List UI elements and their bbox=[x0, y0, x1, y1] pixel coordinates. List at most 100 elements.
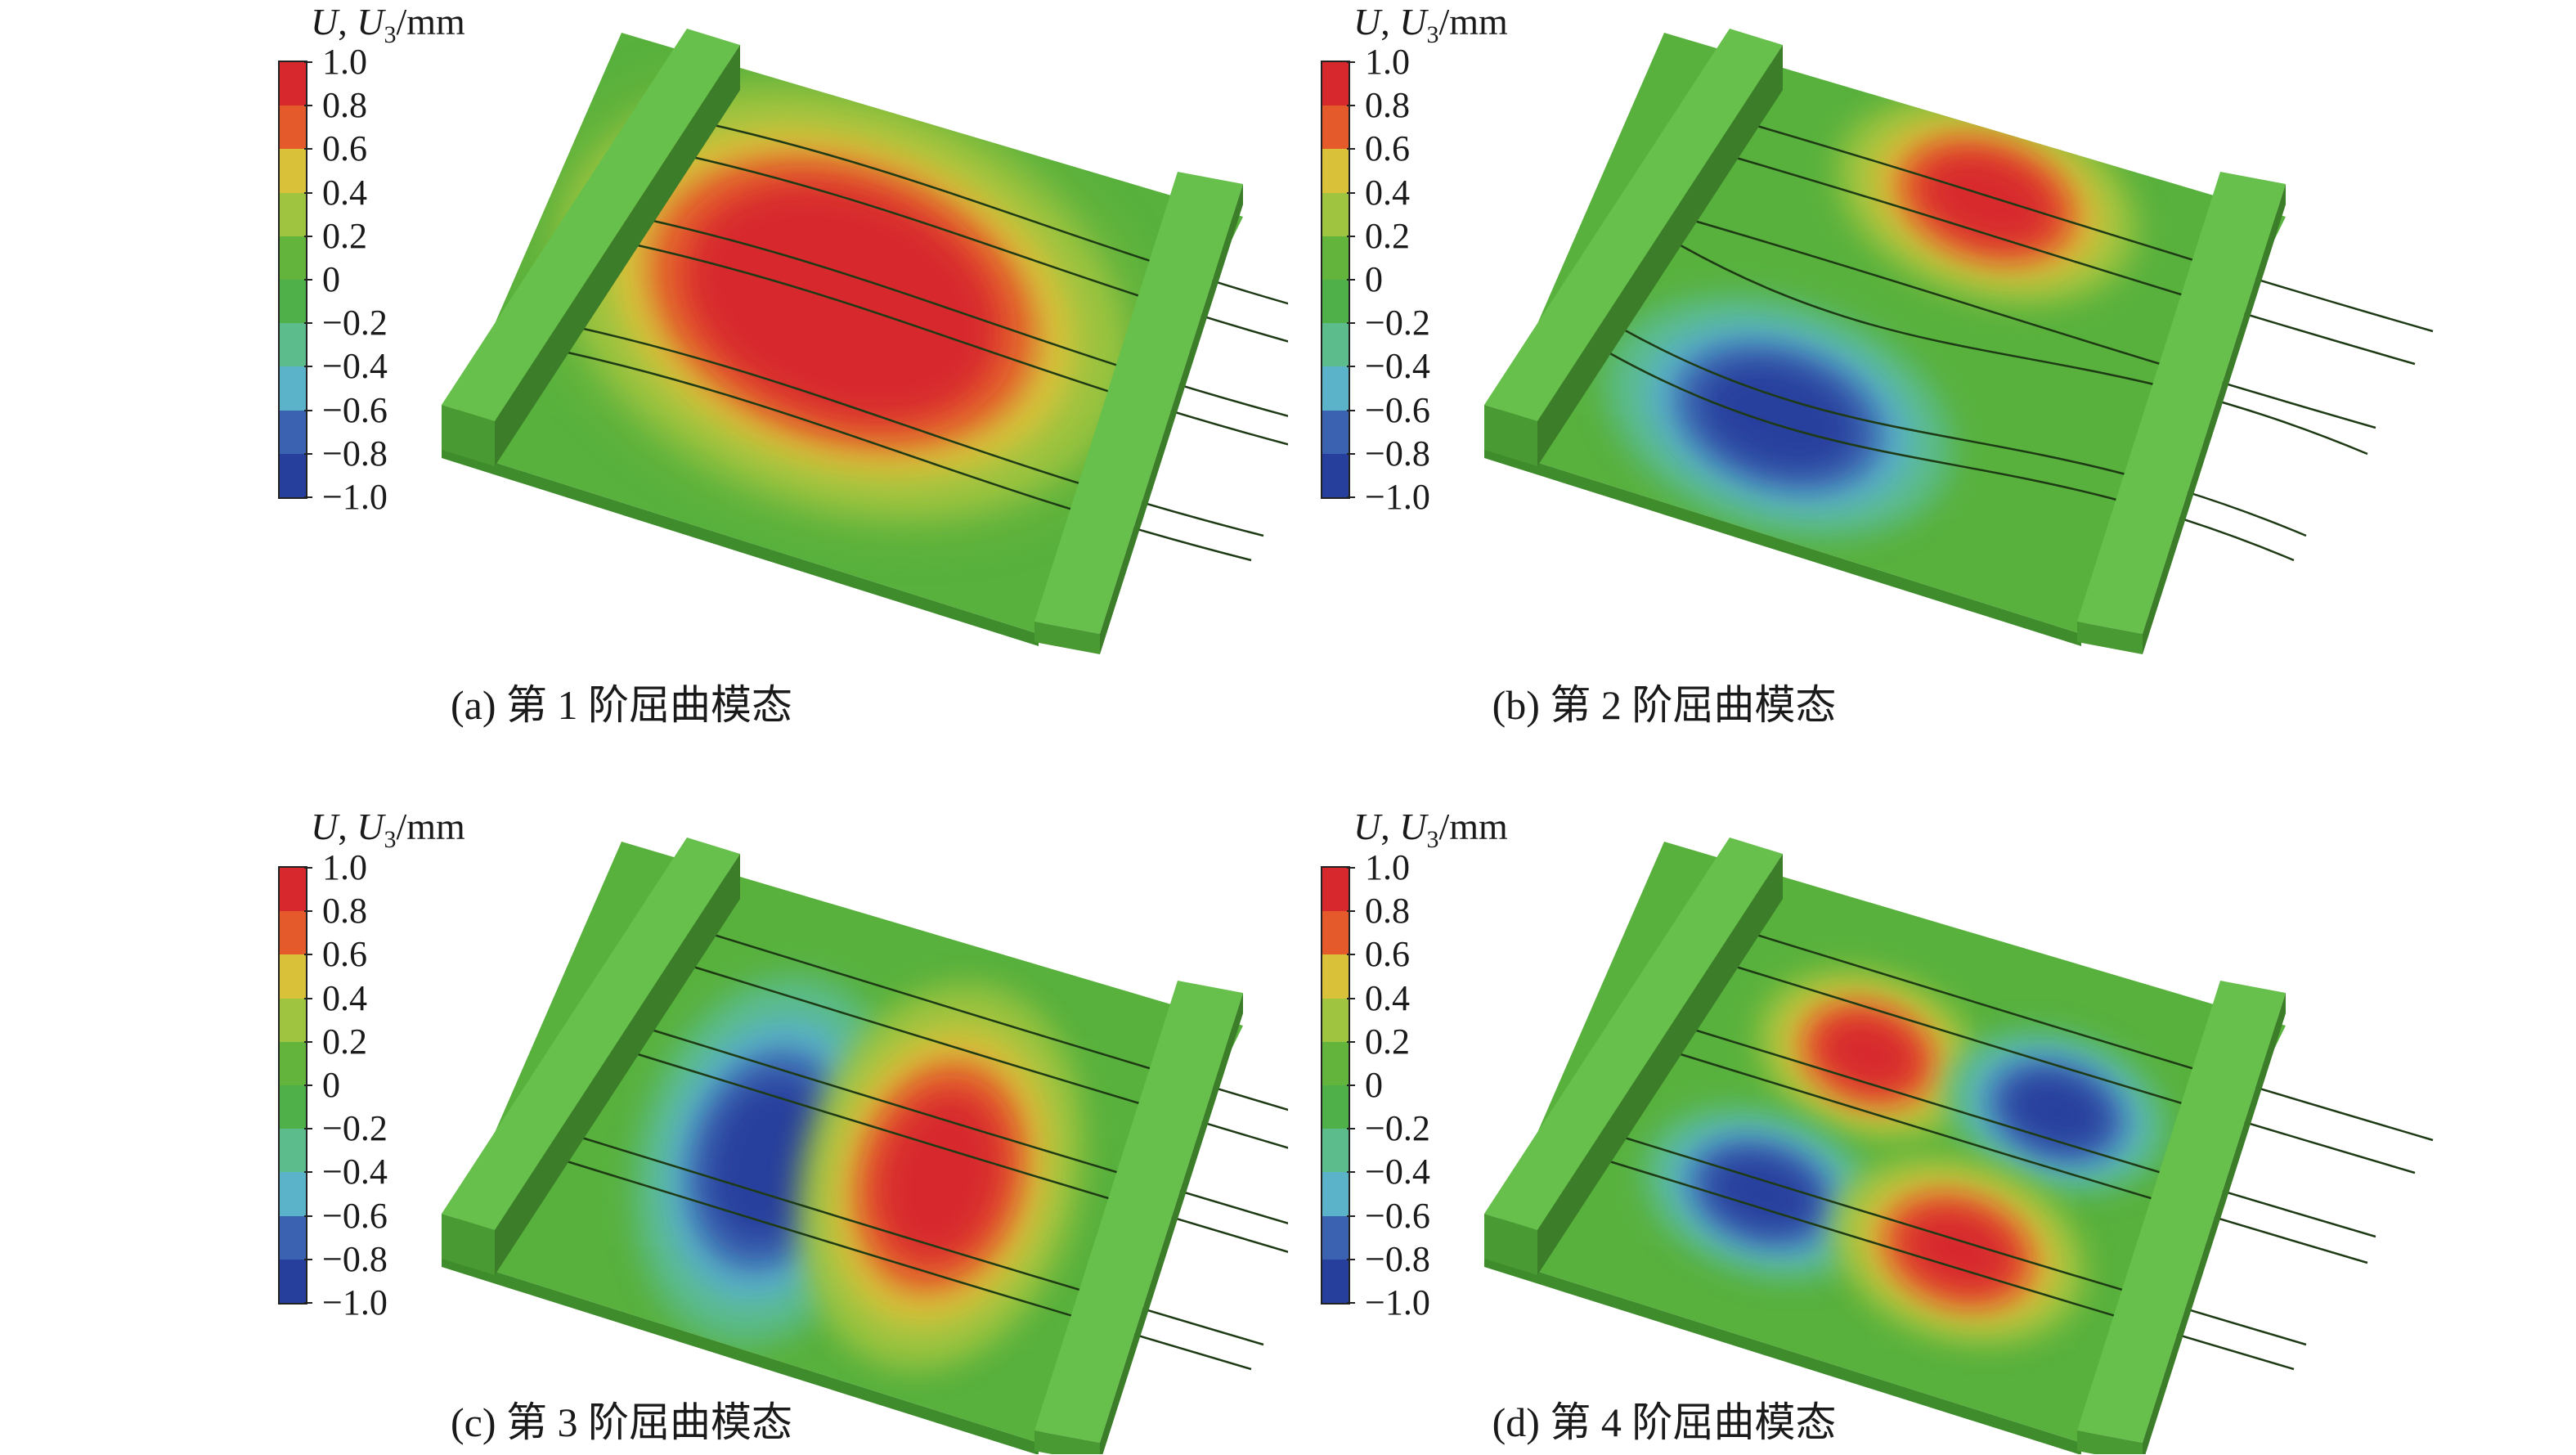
legend-tick-label: −0.6 bbox=[1365, 389, 1430, 430]
legend-swatch bbox=[280, 279, 306, 324]
legend-swatch bbox=[280, 1259, 306, 1303]
left-beam-top bbox=[1484, 838, 1783, 1230]
legend-swatch bbox=[1322, 192, 1349, 236]
legend-tick-label: 0.6 bbox=[1365, 128, 1410, 169]
legend-tick-mark bbox=[1347, 279, 1355, 281]
panel-mode-2: U, U3/mm 1.0 0.8 0.6 0.4 0.2 0 −0.2 −0.4 −0.6 −0.… bbox=[1288, 0, 2576, 728]
right-beam-top bbox=[1034, 981, 1243, 1443]
legend-tick-label: −0.2 bbox=[1365, 303, 1430, 344]
legend-tick-mark bbox=[1347, 1171, 1355, 1174]
plate-edge bbox=[442, 446, 1039, 646]
legend-tick-label: −0.4 bbox=[1365, 1152, 1430, 1192]
legend-tick-label: 1.0 bbox=[1365, 847, 1410, 887]
plate-model bbox=[442, 29, 1288, 654]
legend-tick-label: −0.4 bbox=[322, 346, 388, 387]
legend-tick-mark bbox=[1347, 191, 1355, 194]
plate-wrapper bbox=[1484, 838, 2434, 1454]
legend-tick-label: 1.0 bbox=[322, 847, 367, 887]
stiffener-line bbox=[702, 121, 1288, 305]
legend-tick-mark bbox=[1347, 1128, 1355, 1130]
legend-swatch bbox=[280, 1129, 306, 1173]
stiffener-lines bbox=[1606, 121, 2434, 562]
legend-tick-label: 0.2 bbox=[322, 1021, 367, 1062]
legend-tick-mark bbox=[1347, 148, 1355, 150]
legend-tick-mark bbox=[1347, 1258, 1355, 1260]
legend-tick-mark bbox=[1347, 366, 1355, 368]
legend-tick-mark bbox=[304, 1128, 312, 1130]
plate-assembly bbox=[1484, 838, 2434, 1454]
legend-tick-mark bbox=[304, 235, 312, 237]
legend-tick-mark bbox=[1347, 867, 1355, 869]
legend-tick-label: −0.6 bbox=[322, 389, 388, 430]
left-beam-top bbox=[442, 29, 740, 421]
legend-tick-mark bbox=[304, 409, 312, 411]
legend-swatch bbox=[280, 868, 306, 912]
legend-swatch bbox=[1322, 868, 1349, 912]
panel-caption: (c) 第 3 阶屈曲模态 bbox=[451, 1399, 792, 1445]
stiffener-line bbox=[1745, 121, 2434, 333]
right-beam-side bbox=[1100, 993, 1243, 1454]
legend-swatch bbox=[280, 911, 306, 955]
displacement-contours bbox=[633, 976, 1084, 1370]
legend-swatch bbox=[280, 62, 306, 106]
legend-tick-mark bbox=[1347, 105, 1355, 107]
legend-title: U, U3/mm bbox=[1353, 806, 1508, 854]
legend-tick-mark bbox=[304, 322, 312, 325]
left-beam-side bbox=[495, 45, 740, 466]
legend-tick-mark bbox=[1347, 452, 1355, 455]
legend-swatch bbox=[1322, 998, 1349, 1042]
legend-tick-mark bbox=[304, 1085, 312, 1086]
legend-tick-label: 0 bbox=[322, 1065, 340, 1105]
panel-caption: (a) 第 1 阶屈曲模态 bbox=[451, 682, 792, 728]
legend-tick-mark bbox=[304, 1302, 312, 1304]
legend-tick-mark bbox=[304, 867, 312, 869]
legend-tick-label: 0 bbox=[1365, 259, 1383, 299]
legend-tick-label: 0.2 bbox=[1365, 215, 1410, 256]
legend-title: U, U3/mm bbox=[1353, 1, 1508, 49]
legend-tick-label: −0.6 bbox=[1365, 1195, 1430, 1236]
contour-region bbox=[1902, 1209, 2015, 1292]
plate-edge bbox=[1484, 1255, 2081, 1454]
legend-tick-mark bbox=[304, 191, 312, 194]
stiffener-line bbox=[645, 218, 1288, 417]
contour-region bbox=[1819, 1017, 1919, 1092]
legend-swatch bbox=[1322, 1041, 1349, 1085]
legend-tick-label: 0.8 bbox=[1365, 891, 1410, 932]
legend-tick-mark bbox=[304, 279, 312, 281]
legend-swatch bbox=[1322, 149, 1349, 193]
legend-tick-mark bbox=[1347, 997, 1355, 999]
right-beam-top bbox=[2077, 981, 2286, 1443]
legend-tick-mark bbox=[304, 1258, 312, 1260]
legend-swatch bbox=[280, 323, 306, 367]
stiffener-line bbox=[1745, 930, 2434, 1142]
left-beam-side bbox=[495, 854, 740, 1275]
legend-tick-mark bbox=[304, 1040, 312, 1043]
legend-tick-mark bbox=[1347, 496, 1355, 498]
legend-swatch bbox=[1322, 954, 1349, 999]
plate-edge bbox=[1484, 446, 2081, 646]
left-beam-end bbox=[1484, 1214, 1537, 1275]
legend-tick-label: 0.6 bbox=[1365, 934, 1410, 975]
legend-swatch bbox=[280, 998, 306, 1042]
legend-tick-label: −1.0 bbox=[322, 1282, 388, 1323]
legend-tick-label: −0.8 bbox=[322, 433, 388, 474]
legend-swatch bbox=[280, 149, 306, 193]
legend-tick-label: 0.4 bbox=[322, 172, 367, 213]
legend-tick-label: −0.2 bbox=[322, 303, 388, 344]
legend-tick-label: −0.8 bbox=[1365, 433, 1430, 474]
legend-tick-mark bbox=[1347, 954, 1355, 956]
legend-tick-label: 0.2 bbox=[1365, 1021, 1410, 1062]
legend-tick-mark bbox=[304, 148, 312, 150]
legend-tick-mark bbox=[304, 1171, 312, 1174]
legend-swatch bbox=[1322, 1129, 1349, 1173]
panel-caption: (b) 第 2 阶屈曲模态 bbox=[1492, 682, 1837, 728]
left-beam-end bbox=[442, 405, 495, 466]
plate-model bbox=[1484, 838, 2434, 1454]
legend-swatch bbox=[1322, 62, 1349, 106]
color-legend-bar bbox=[278, 866, 307, 1305]
legend-title: U, U3/mm bbox=[311, 1, 465, 49]
right-beam-end bbox=[2077, 622, 2143, 654]
stiffener-line bbox=[1680, 1053, 2368, 1264]
right-beam-end bbox=[1034, 622, 1100, 654]
legend-tick-mark bbox=[304, 366, 312, 368]
